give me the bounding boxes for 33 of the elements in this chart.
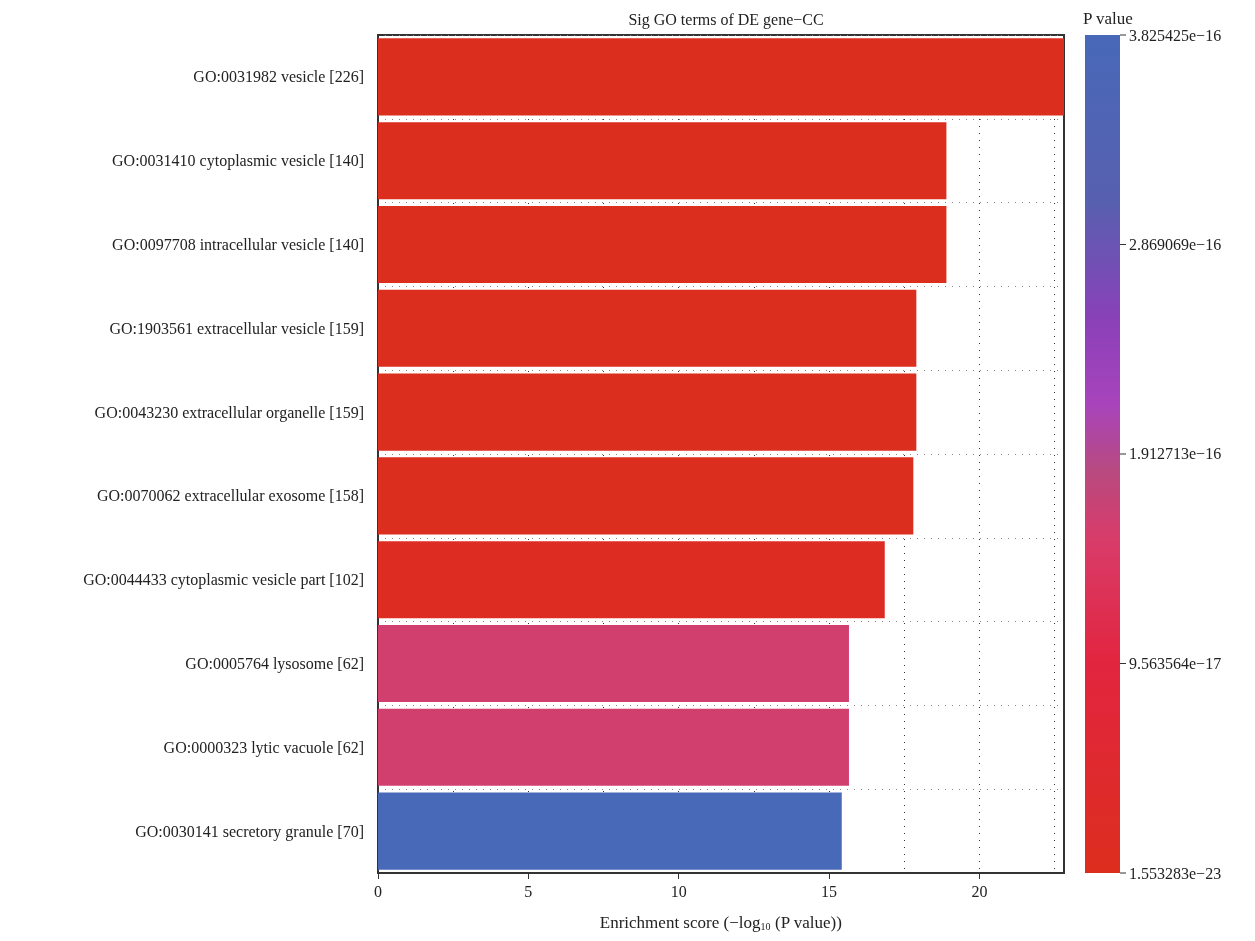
x-axis-title: Enrichment score (−log10 (P value)) (599, 912, 842, 932)
chart-title: Sig GO terms of DE gene−CC (628, 10, 824, 29)
y-tick-label: GO:0031982 vesicle [226] (193, 68, 364, 86)
color-bar-title: P value (1083, 9, 1133, 28)
color-bar-label: 1.912713e−16 (1129, 445, 1222, 463)
color-bar-label: 3.825425e−16 (1129, 26, 1222, 44)
y-tick-label: GO:0000323 lytic vacuole [62] (163, 738, 364, 757)
bar (378, 373, 917, 451)
y-tick-label: GO:0097708 intracellular vesicle [140] (112, 236, 364, 253)
x-tick-label: 20 (971, 882, 988, 900)
color-bar-label: 1.553283e−23 (1129, 864, 1222, 882)
x-tick-label: 5 (524, 882, 533, 900)
y-tick-label: GO:0005764 lysosome [62] (185, 655, 364, 673)
y-tick-label: GO:0043230 extracellular organelle [159] (94, 403, 364, 422)
bar (378, 541, 885, 619)
bar (378, 624, 849, 703)
y-tick-label: GO:0030141 secretory granule [70] (135, 822, 364, 841)
y-tick-label: GO:0070062 extracellular exosome [158] (96, 487, 364, 505)
bar (378, 205, 947, 284)
bar (378, 708, 849, 786)
bar (378, 457, 914, 535)
bar (378, 122, 947, 200)
color-bar-label: 9.563564e−17 (1129, 655, 1222, 672)
bar (378, 38, 1064, 116)
x-tick-label: 15 (821, 882, 838, 900)
color-bar-label: 2.869069e−16 (1129, 236, 1222, 253)
bar (378, 289, 917, 367)
bar (378, 792, 842, 870)
y-tick-label: GO:0031410 cytoplasmic vesicle [140] (112, 152, 364, 171)
x-tick-label: 10 (670, 882, 687, 900)
y-tick-label: GO:1903561 extracellular vesicle [159] (109, 319, 364, 337)
x-tick-label: 0 (374, 882, 382, 900)
y-tick-label: GO:0044433 cytoplasmic vesicle part [102] (83, 571, 364, 590)
